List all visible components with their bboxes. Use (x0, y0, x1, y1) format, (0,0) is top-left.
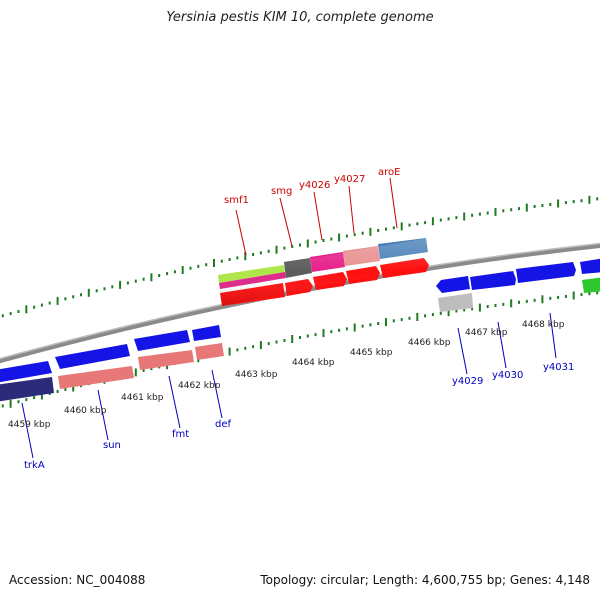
gene-feature-y4031[interactable] (516, 262, 576, 283)
gene-label-y4030[interactable]: y4030 (492, 370, 523, 381)
scale-labels: 4459 kbp 4460 kbp 4461 kbp 4462 kbp 4463… (8, 320, 565, 430)
gene-feature-trkA[interactable] (0, 377, 54, 402)
leader-trkA (21, 402, 34, 459)
gene-feature-green-edge[interactable] (582, 277, 600, 293)
feature-shading (218, 238, 429, 306)
scale-label-4463: 4463 kbp (235, 370, 278, 380)
gene-feature-blue-3[interactable] (134, 330, 190, 351)
leader-y4030 (497, 321, 507, 369)
map-title: Yersinia pestis KIM 10, complete genome (166, 10, 434, 25)
leader-y4027 (348, 185, 355, 234)
gene-label-smg[interactable]: smg (271, 186, 292, 197)
gene-feature-y4029[interactable] (436, 276, 470, 293)
leader-aroE (389, 177, 398, 229)
gene-feature-blue-4[interactable] (192, 325, 221, 341)
accession-text: Accession: NC_004088 (9, 573, 146, 587)
gene-label-trkA[interactable]: trkA (24, 460, 45, 471)
leader-lines (21, 177, 557, 459)
gene-feature-blue-1[interactable] (0, 361, 52, 383)
gene-feature-y4030[interactable] (470, 271, 516, 290)
gene-label-y4027[interactable]: y4027 (334, 174, 365, 185)
scale-label-4460: 4460 kbp (64, 406, 107, 416)
lower-gene-labels: trkA sun fmt def y4029 y4030 y4031 (24, 362, 574, 471)
leader-y4029 (457, 327, 468, 375)
scale-label-4461: 4461 kbp (121, 393, 164, 403)
gene-feature-sun[interactable] (58, 366, 134, 389)
leader-fmt (168, 375, 181, 429)
feature-track (0, 238, 600, 402)
leader-y4026 (313, 191, 323, 241)
leader-def (211, 369, 223, 419)
topology-summary: Topology: circular; Length: 4,600,755 bp… (260, 573, 590, 587)
scale-label-4465: 4465 kbp (350, 348, 393, 358)
gene-feature-def[interactable] (195, 343, 224, 360)
upper-gene-labels: smf1 smg y4026 y4027 aroE (224, 167, 400, 206)
gene-label-sun[interactable]: sun (103, 440, 121, 451)
gene-feature-grey[interactable] (438, 293, 473, 312)
gene-label-smf1[interactable]: smf1 (224, 195, 249, 206)
gene-feature-blue-edge[interactable] (580, 258, 600, 274)
leader-y4031 (549, 312, 557, 359)
gene-feature-fmt[interactable] (138, 350, 194, 370)
leader-smg (279, 197, 293, 247)
gene-label-y4031[interactable]: y4031 (543, 362, 574, 373)
leader-sun (97, 389, 109, 441)
scale-label-4464: 4464 kbp (292, 358, 335, 368)
gene-label-y4026[interactable]: y4026 (299, 180, 330, 191)
gene-label-def[interactable]: def (215, 419, 232, 430)
scale-label-4468: 4468 kbp (522, 320, 565, 330)
scale-label-4459: 4459 kbp (8, 420, 51, 430)
gene-label-y4029[interactable]: y4029 (452, 376, 483, 387)
gene-feature-blue-2[interactable] (55, 344, 130, 369)
lower-tick-row (1, 291, 599, 408)
scale-label-4466: 4466 kbp (408, 338, 451, 348)
leader-smf1 (235, 209, 247, 256)
scale-label-4467: 4467 kbp (465, 328, 508, 338)
upper-tick-row (1, 195, 599, 318)
scale-label-4462: 4462 kbp (178, 381, 221, 391)
gene-label-aroE[interactable]: aroE (378, 167, 400, 178)
gene-label-fmt[interactable]: fmt (172, 429, 189, 440)
